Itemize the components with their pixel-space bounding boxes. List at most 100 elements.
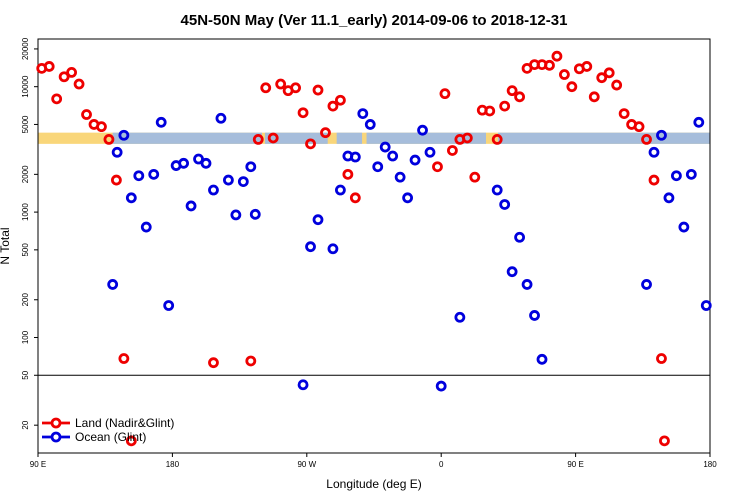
ocean-point	[700, 300, 712, 311]
ocean-point	[334, 184, 346, 196]
ocean-point	[133, 170, 145, 182]
land-point	[290, 82, 302, 94]
land-point	[648, 174, 660, 186]
ocean-point	[521, 279, 533, 290]
ocean-point	[327, 243, 339, 255]
ocean-point	[648, 146, 660, 158]
land-point	[633, 121, 645, 133]
land-point	[514, 91, 525, 103]
background-band	[38, 132, 710, 144]
ocean-point	[155, 116, 167, 128]
x-tick-label: 90 W	[297, 460, 316, 469]
x-axis-label: Longitude (deg E)	[326, 477, 421, 491]
land-point	[432, 161, 443, 173]
land-point	[334, 94, 346, 106]
x-axis: 90 E 180 90 W 0 90 E 180	[30, 453, 717, 469]
ocean-point	[409, 154, 421, 166]
land-point	[96, 121, 107, 133]
land-point	[566, 81, 578, 93]
legend-marker	[50, 431, 62, 443]
land-point	[544, 59, 555, 71]
ocean-point	[685, 168, 697, 180]
land-point	[506, 85, 518, 97]
y-tick-label: 2000	[21, 165, 30, 183]
land-point	[43, 61, 55, 72]
y-tick-label: 50	[21, 370, 30, 379]
ocean-point	[424, 146, 436, 158]
legend-label: Land (Nadir&Glint)	[75, 416, 174, 430]
land-point	[320, 127, 331, 139]
land-point	[51, 93, 63, 105]
land-point	[267, 132, 279, 144]
ocean-point	[111, 146, 123, 158]
land-point	[125, 435, 137, 447]
land-point	[252, 133, 264, 145]
ocean-point	[499, 199, 511, 210]
y-tick-label: 200	[21, 293, 30, 307]
ocean-point	[402, 192, 414, 204]
ocean-point	[163, 300, 175, 311]
land-point	[484, 105, 496, 117]
ocean-point	[357, 108, 369, 120]
band-ocean	[497, 132, 710, 144]
ocean-point	[200, 157, 212, 169]
ocean-point	[305, 241, 316, 253]
ocean-point	[185, 200, 197, 212]
ocean-point	[671, 170, 682, 182]
ocean-point	[491, 184, 503, 196]
ocean-point	[379, 141, 391, 153]
y-axis-label: N Total	[0, 227, 12, 264]
ocean-point	[222, 174, 234, 186]
ocean-point	[312, 214, 324, 226]
land-point	[312, 84, 324, 96]
ocean-point	[237, 176, 249, 188]
ocean-point	[372, 161, 384, 173]
y-tick-label: 20	[21, 420, 30, 429]
plot-frame	[37, 38, 711, 454]
ocean-point	[693, 116, 705, 128]
ocean-point	[529, 310, 540, 321]
land-point	[327, 100, 339, 112]
land-point	[581, 61, 593, 72]
land-point	[305, 138, 316, 150]
ocean-point	[678, 221, 690, 233]
land-point	[81, 109, 92, 120]
ocean-point	[107, 279, 119, 290]
y-tick-label: 20000	[21, 37, 30, 60]
land-point	[349, 192, 361, 204]
land-point	[342, 168, 354, 180]
ocean-point	[435, 380, 447, 392]
ocean-point	[215, 112, 227, 124]
land-point	[260, 82, 272, 94]
data-points	[36, 50, 712, 447]
land-point	[118, 353, 130, 364]
ocean-point	[125, 192, 137, 204]
land-point	[588, 91, 600, 103]
ocean-point	[297, 379, 309, 391]
land-point	[659, 435, 670, 447]
land-point	[275, 78, 287, 90]
y-tick-label: 100	[21, 330, 30, 344]
legend-entry: Ocean (Glint)	[42, 430, 146, 444]
land-point	[208, 357, 219, 369]
ocean-point	[387, 150, 399, 162]
land-point	[66, 66, 77, 78]
y-tick-label: 1000	[21, 203, 30, 221]
ocean-point	[417, 124, 428, 136]
legend-label: Ocean (Glint)	[75, 430, 146, 444]
ocean-point	[249, 208, 261, 220]
land-point	[551, 50, 563, 62]
legend: Land (Nadir&Glint)Ocean (Glint)	[42, 416, 174, 444]
y-axis: 20 50 100 200 500 1000 2000 5000 10000 20000	[21, 37, 38, 430]
ocean-point	[394, 171, 406, 183]
ocean-point	[245, 161, 257, 173]
y-tick-label: 5000	[21, 115, 30, 133]
land-point	[103, 133, 115, 145]
land-point	[611, 79, 623, 91]
land-point	[491, 133, 503, 145]
x-tick-label: 0	[439, 460, 444, 469]
ocean-point	[118, 129, 130, 141]
band-ocean	[336, 132, 363, 144]
ocean-point	[364, 119, 376, 130]
